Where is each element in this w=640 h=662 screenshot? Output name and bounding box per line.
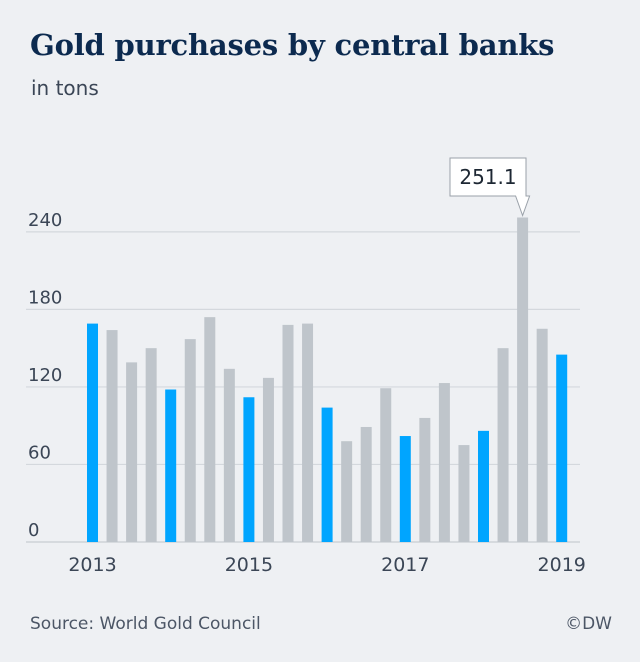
bar (282, 324, 294, 542)
annotation-callout (449, 157, 531, 217)
bar (302, 323, 314, 542)
bar (204, 317, 216, 542)
y-axis-ticks: 0 60 120 180 240 (28, 210, 62, 541)
y-tick-label: 240 (28, 210, 62, 231)
bar (341, 441, 353, 542)
bar (145, 348, 157, 542)
peak-annotation: 251.1 (449, 157, 531, 217)
source-note: Source: World Gold Council (30, 614, 261, 634)
y-tick-label: 180 (28, 287, 62, 308)
chart-title: Gold purchases by central banks (30, 28, 555, 62)
annotation-label: 251.1 (459, 165, 516, 189)
bar (243, 397, 255, 542)
bar (321, 407, 333, 542)
bar (184, 339, 196, 542)
bar (438, 383, 450, 542)
bar (165, 389, 177, 542)
bar (517, 217, 529, 543)
dw-credit: ©DW (565, 614, 612, 634)
x-tick-label: 2015 (225, 554, 273, 576)
x-axis-ticks: 2013 2015 2017 2019 (68, 554, 586, 576)
x-tick-label: 2019 (538, 554, 586, 576)
y-tick-label: 120 (28, 365, 62, 386)
bar (536, 328, 548, 542)
bar (126, 362, 138, 542)
bar (458, 445, 470, 542)
bar (380, 388, 392, 542)
bar (262, 377, 274, 542)
bar (478, 430, 489, 542)
bar (360, 426, 372, 542)
y-tick-label: 60 (28, 442, 51, 463)
x-tick-label: 2013 (68, 554, 116, 576)
bar-chart: 0 60 120 180 240 2013 2015 2017 2019 251.1 (26, 157, 586, 576)
bar (87, 323, 98, 542)
bar (497, 348, 509, 542)
bar (556, 354, 568, 542)
bar (419, 417, 431, 542)
chart-subtitle: in tons (31, 76, 99, 100)
y-tick-label: 0 (28, 520, 39, 541)
x-tick-label: 2017 (381, 554, 429, 576)
bars (87, 217, 568, 543)
bar (223, 368, 235, 542)
bar (106, 330, 118, 542)
bar (399, 436, 411, 542)
